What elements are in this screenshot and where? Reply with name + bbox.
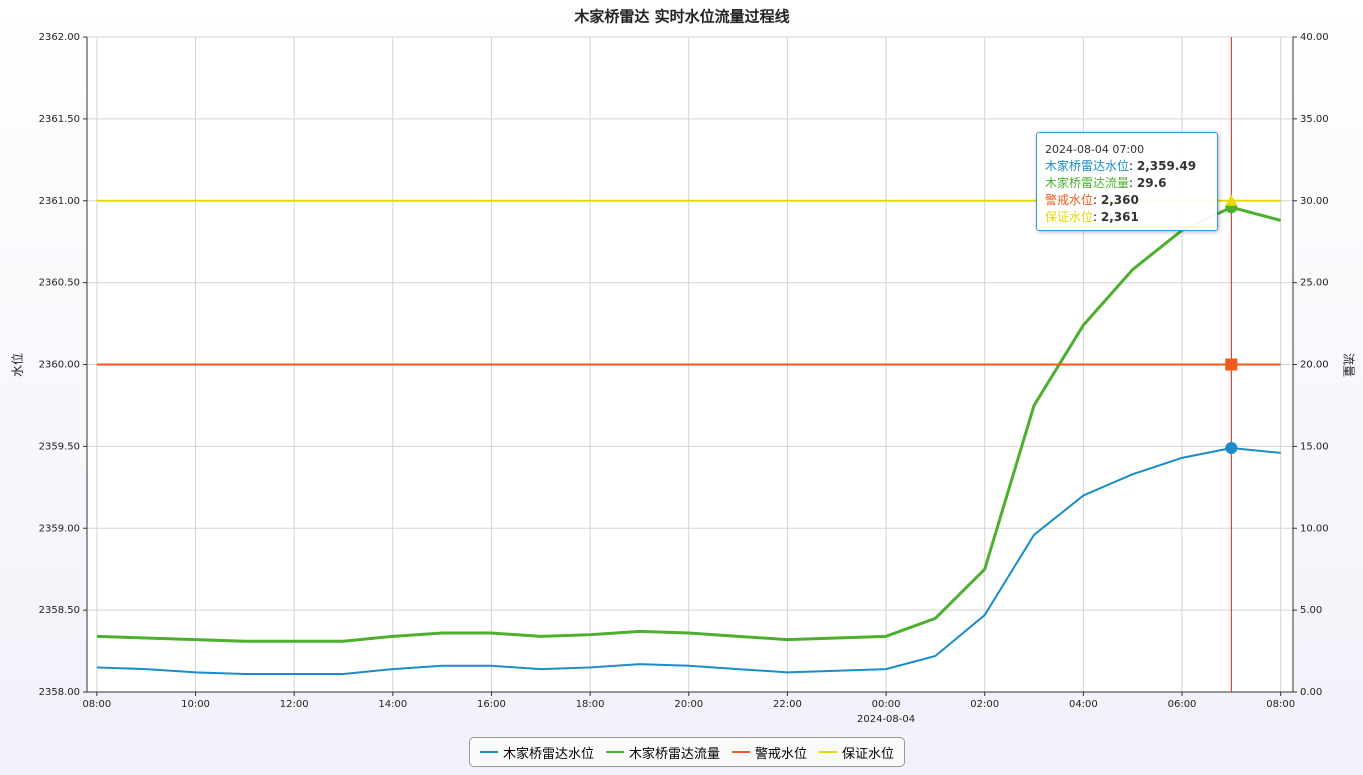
- y2-tick-label: 25.00: [1300, 278, 1329, 289]
- x-tick-label: 18:00: [576, 699, 605, 710]
- x-tick-label: 14:00: [378, 699, 407, 710]
- y2-tick-label: 5.00: [1300, 605, 1322, 616]
- tooltip-row: 保证水位: 2,361: [1045, 209, 1217, 226]
- x-tick-label: 04:00: [1069, 699, 1098, 710]
- x-tick-label: 22:00: [773, 699, 802, 710]
- x-tick-label: 12:00: [280, 699, 309, 710]
- x-date-label: 2024-08-04: [857, 714, 915, 725]
- y-tick-label: 2360.00: [39, 360, 80, 371]
- legend-swatch: [819, 751, 838, 753]
- y2-tick-label: 35.00: [1300, 114, 1329, 125]
- legend-item[interactable]: 木家桥雷达流量: [606, 743, 720, 762]
- y2-tick-label: 40.00: [1300, 32, 1329, 43]
- x-tick-label: 08:00: [82, 699, 111, 710]
- y2-tick-label: 30.00: [1300, 196, 1329, 207]
- tooltip-sep: :: [1129, 176, 1137, 190]
- tooltip-value: 2,359.49: [1136, 159, 1197, 173]
- legend-label: 木家桥雷达流量: [629, 746, 721, 762]
- chart-title: 木家桥雷达 实时水位流量过程线: [573, 8, 789, 26]
- legend-label: 警戒水位: [755, 746, 808, 762]
- tooltip-name: 警戒水位: [1045, 193, 1094, 207]
- tooltip: 2024-08-04 07:00 木家桥雷达水位: 2,359.49 木家桥雷达流量…: [1036, 132, 1218, 231]
- legend-item[interactable]: 警戒水位: [732, 743, 807, 762]
- legend-item[interactable]: 保证水位: [819, 743, 894, 762]
- tooltip-sep: :: [1093, 210, 1101, 224]
- y-axis-label: 水位: [10, 353, 25, 377]
- y2-tick-label: 10.00: [1300, 523, 1329, 534]
- x-tick-label: 08:00: [1266, 699, 1295, 710]
- marker: [1225, 194, 1238, 206]
- legend-swatch: [732, 751, 751, 753]
- x-tick-label: 16:00: [477, 699, 506, 710]
- x-tick-label: 02:00: [970, 699, 999, 710]
- tooltip-row: 木家桥雷达流量: 29.6: [1045, 175, 1217, 192]
- legend-label: 木家桥雷达水位: [503, 746, 595, 762]
- tooltip-value: 2,360: [1100, 193, 1139, 207]
- x-tick-label: 00:00: [872, 699, 901, 710]
- tooltip-row: 警戒水位: 2,360: [1045, 192, 1217, 209]
- y2-tick-label: 20.00: [1300, 360, 1329, 371]
- tooltip-title: 2024-08-04 07:00: [1045, 143, 1145, 156]
- y-tick-label: 2358.50: [39, 605, 80, 616]
- tooltip-name: 木家桥雷达流量: [1045, 176, 1130, 190]
- tooltip-name: 保证水位: [1045, 210, 1094, 224]
- legend-label: 保证水位: [842, 746, 895, 762]
- tooltip-value: 29.6: [1136, 176, 1167, 190]
- x-tick-label: 10:00: [181, 699, 210, 710]
- tooltip-sep: :: [1093, 193, 1101, 207]
- y2-axis-label: 流量: [1342, 353, 1356, 377]
- legend-item[interactable]: 木家桥雷达水位: [480, 743, 594, 762]
- y-tick-label: 2362.00: [39, 32, 80, 43]
- series-line: [96, 447, 1281, 675]
- y-tick-label: 2361.50: [39, 114, 80, 125]
- y-tick-label: 2360.50: [39, 278, 80, 289]
- marker: [1225, 358, 1238, 371]
- y-tick-label: 2361.00: [39, 196, 80, 207]
- y2-tick-label: 15.00: [1300, 441, 1329, 452]
- y-tick-label: 2358.00: [39, 687, 80, 698]
- tooltip-name: 木家桥雷达水位: [1045, 159, 1130, 173]
- x-tick-label: 06:00: [1168, 699, 1197, 710]
- tooltip-sep: :: [1129, 159, 1137, 173]
- tooltip-row: 木家桥雷达水位: 2,359.49: [1045, 158, 1217, 175]
- legend-swatch: [606, 751, 625, 753]
- y2-tick-label: 0.00: [1300, 687, 1322, 698]
- legend: 木家桥雷达水位 木家桥雷达流量 警戒水位 保证水位: [469, 737, 906, 767]
- series-line: [96, 205, 1282, 643]
- tooltip-value: 2,361: [1100, 210, 1139, 224]
- y-tick-label: 2359.50: [39, 441, 80, 452]
- y-tick-label: 2359.00: [39, 523, 80, 534]
- x-tick-label: 20:00: [674, 699, 703, 710]
- marker: [1225, 442, 1238, 455]
- legend-swatch: [480, 751, 498, 753]
